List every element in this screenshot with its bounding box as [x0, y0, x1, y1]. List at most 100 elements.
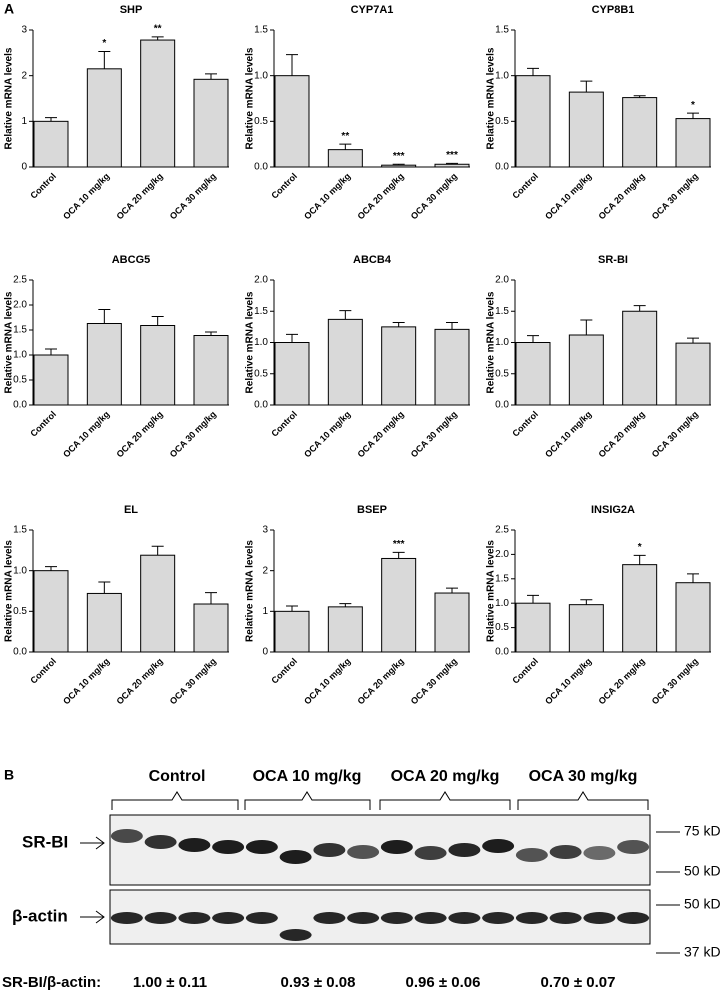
- error-bar: [45, 566, 57, 571]
- bar: [675, 118, 711, 168]
- bar: [675, 582, 711, 653]
- marker-label: 75 kD: [684, 823, 721, 839]
- y-tick-label: 1.5: [495, 25, 509, 36]
- x-tick-label: Control: [28, 656, 58, 686]
- y-tick-label: 2: [21, 70, 27, 81]
- y-tick-label: 1.0: [495, 598, 509, 609]
- band: [144, 912, 177, 924]
- bar: [86, 68, 122, 168]
- x-tick-label: OCA 30 mg/kg: [650, 171, 700, 221]
- x-tick-label: OCA 20 mg/kg: [355, 656, 405, 706]
- y-axis-label: Relative mRNA levels: [245, 291, 256, 393]
- y-tick-label: 1: [21, 116, 27, 127]
- x-tick-label: OCA 10 mg/kg: [302, 409, 352, 459]
- bar: [327, 606, 363, 653]
- brace: [379, 791, 511, 810]
- y-tick-label: 2.5: [495, 525, 509, 536]
- error-bar: [286, 605, 298, 612]
- y-axis-label: Relative mRNA levels: [245, 540, 256, 642]
- bar: [515, 75, 551, 168]
- y-tick-label: 2: [262, 565, 268, 576]
- y-tick-label: 0.0: [13, 647, 27, 658]
- x-tick-label: OCA 10 mg/kg: [543, 656, 593, 706]
- x-tick-label: OCA 10 mg/kg: [61, 656, 111, 706]
- y-tick-label: 2.0: [495, 549, 509, 560]
- bar: [86, 592, 122, 653]
- row-label: SR-BI: [22, 832, 68, 851]
- y-tick-label: 2.0: [495, 275, 509, 286]
- chart-title: CYP7A1: [351, 4, 394, 16]
- x-tick-label: Control: [28, 171, 58, 201]
- x-tick-label: OCA 30 mg/kg: [409, 656, 459, 706]
- bar: [515, 342, 551, 406]
- error-bar: [339, 310, 352, 320]
- error-bar: [151, 36, 164, 41]
- bar: [193, 78, 229, 168]
- bar: [622, 310, 658, 406]
- bar: [86, 323, 122, 406]
- y-axis-label: Relative mRNA levels: [4, 47, 15, 149]
- bar: [381, 164, 417, 168]
- x-tick-label: OCA 30 mg/kg: [650, 409, 700, 459]
- bar: [33, 570, 69, 653]
- bar: [568, 91, 604, 168]
- bar: [193, 603, 229, 653]
- significance: *: [691, 100, 695, 111]
- band: [515, 848, 548, 862]
- chart: BSEP Relative mRNA levels 0 1 2 3 Control OCA 1…: [245, 504, 470, 706]
- y-tick-label: 0.5: [13, 606, 27, 617]
- bar: [274, 610, 310, 653]
- band: [110, 912, 143, 924]
- x-tick-label: OCA 20 mg/kg: [355, 409, 405, 459]
- brace: [244, 791, 371, 810]
- group-label: OCA 30 mg/kg: [529, 768, 638, 785]
- significance: *: [102, 38, 106, 49]
- bar: [568, 604, 604, 653]
- ratio-value: 1.00 ± 0.11: [133, 974, 207, 991]
- ratio-label: SR-BI/β-actin:: [2, 974, 101, 991]
- x-tick-label: Control: [269, 171, 299, 201]
- band: [212, 840, 245, 854]
- y-tick-label: 2.5: [13, 275, 27, 286]
- band: [347, 845, 380, 859]
- ratio-value: 0.93 ± 0.08: [281, 974, 356, 991]
- error-bar: [98, 309, 111, 324]
- error-bar: [392, 551, 405, 559]
- significance: ***: [393, 151, 405, 162]
- error-bar: [580, 80, 593, 93]
- bar: [381, 326, 417, 406]
- marker-label: 50 kD: [684, 863, 721, 879]
- band: [279, 929, 312, 941]
- bar: [327, 149, 363, 168]
- error-bar: [98, 581, 111, 594]
- error-bar: [392, 322, 405, 327]
- y-tick-label: 0.5: [495, 622, 509, 633]
- error-bar: [205, 73, 217, 80]
- band: [482, 839, 515, 853]
- error-bar: [151, 316, 164, 326]
- chart: INSIG2A Relative mRNA levels 0.0 0.5 1.0 1.5 2…: [486, 504, 711, 706]
- error-bar: [527, 594, 539, 604]
- bar: [515, 602, 551, 653]
- band: [245, 840, 278, 854]
- error-bar: [286, 54, 298, 76]
- band: [482, 912, 515, 924]
- bar: [381, 557, 417, 653]
- error-bar: [98, 50, 111, 69]
- bar: [675, 342, 711, 406]
- error-bar: [687, 337, 699, 344]
- error-bar: [45, 348, 57, 355]
- y-tick-label: 1.5: [254, 25, 268, 36]
- x-tick-label: OCA 20 mg/kg: [596, 171, 646, 221]
- ratio-value: 0.96 ± 0.06: [406, 974, 481, 991]
- y-tick-label: 1.0: [495, 337, 509, 348]
- band: [414, 846, 447, 860]
- y-tick-label: 2.0: [13, 300, 27, 311]
- chart-title: SR-BI: [598, 254, 628, 266]
- chart-title: SHP: [120, 4, 143, 16]
- band: [448, 912, 481, 924]
- band: [583, 912, 616, 924]
- error-bar: [446, 322, 458, 330]
- marker-ticks: [656, 831, 680, 954]
